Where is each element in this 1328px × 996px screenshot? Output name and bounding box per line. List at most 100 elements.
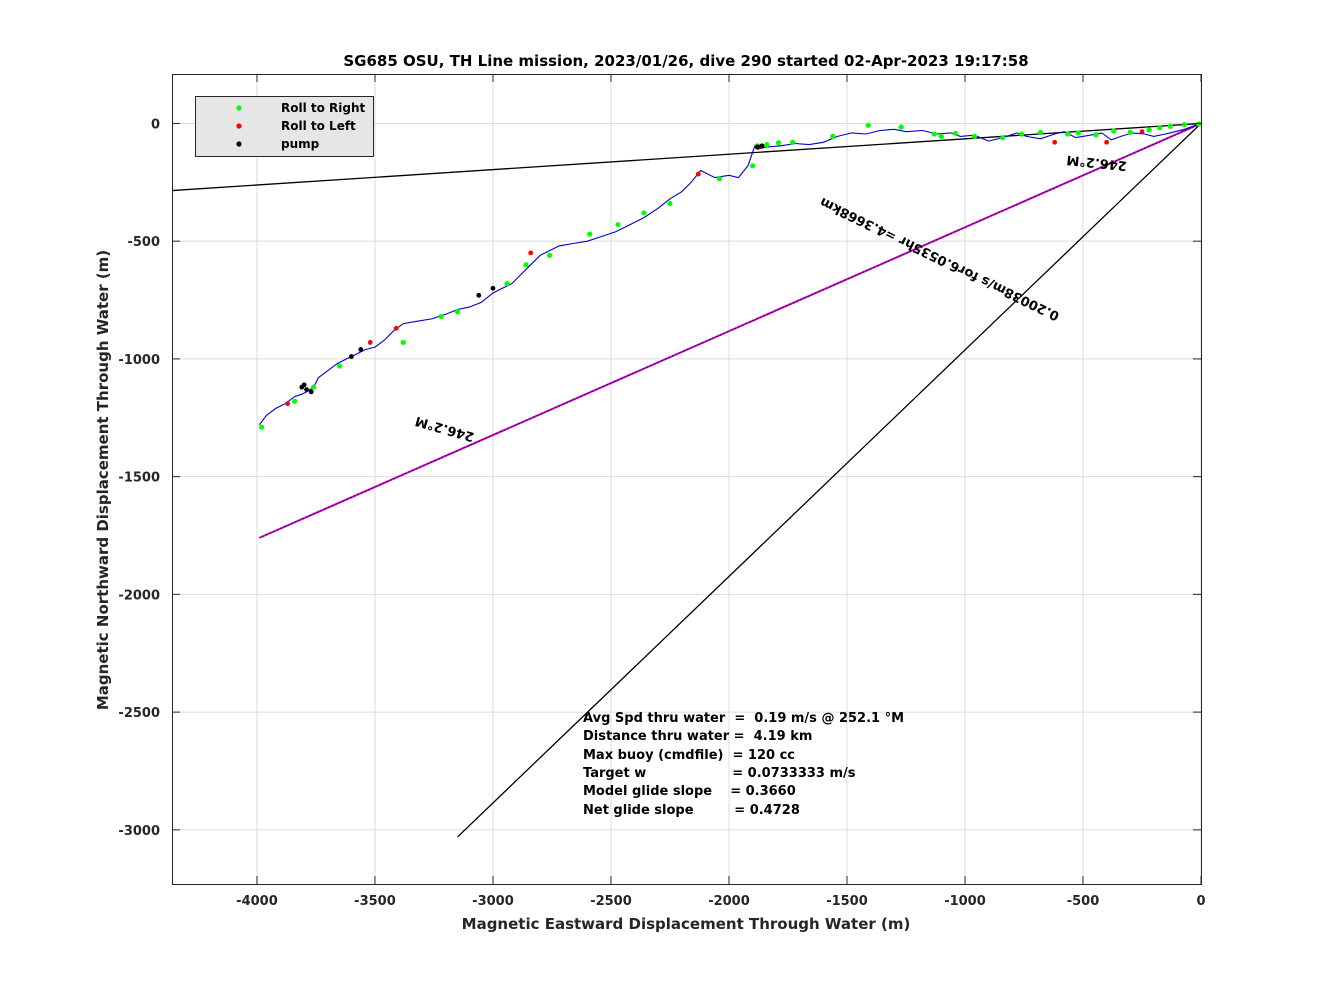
- roll-right-point: [400, 339, 406, 346]
- roll-left-point: [1104, 139, 1109, 145]
- grid: [172, 74, 1202, 884]
- plot-lines: [171, 122, 1202, 838]
- legend-marker-roll-left: [236, 123, 242, 129]
- roll-right-point: [1065, 131, 1071, 137]
- roll-right-point: [1157, 125, 1163, 131]
- legend-box: [195, 96, 374, 157]
- pump-point: [304, 387, 309, 392]
- roll-right-point: [615, 222, 621, 228]
- roll-right-point: [931, 131, 937, 137]
- roll-right-point: [830, 133, 836, 139]
- reference-line: [171, 122, 1202, 192]
- roll-left-point: [1052, 139, 1058, 145]
- roll-right-point: [587, 231, 593, 237]
- roll-right-point: [716, 176, 723, 182]
- stats-block: Avg Spd thru water = 0.19 m/s @ 252.1 °M…: [583, 711, 904, 818]
- roll-right-point: [865, 122, 871, 128]
- x-tick-label: -4000: [236, 894, 278, 909]
- roll-right-point: [1111, 128, 1117, 134]
- roll-right-point: [938, 133, 944, 139]
- stat-avg-speed: Avg Spd thru water = 0.19 m/s @ 252.1 °M: [583, 711, 904, 726]
- roll-right-point: [259, 424, 265, 430]
- roll-right-point: [454, 309, 461, 315]
- roll-right-point: [775, 140, 782, 146]
- roll-right-point: [504, 280, 510, 287]
- roll-right-point: [292, 398, 298, 404]
- roll-right-point: [1000, 134, 1006, 141]
- roll-right-point: [1075, 130, 1081, 136]
- roll-left-point: [1139, 129, 1145, 135]
- legend: Roll to Right Roll to Left pump: [195, 96, 374, 157]
- roll-right-point: [438, 313, 444, 320]
- legend-marker-pump: [236, 141, 242, 147]
- y-axis-ticks: 0 -500 -1000 -1500 -2000 -2500 -3000: [118, 117, 1201, 839]
- roll-right-point: [1037, 129, 1044, 135]
- roll-right-point: [790, 139, 796, 145]
- stat-net-glide-slope: Net glide slope = 0.4728: [583, 803, 800, 818]
- roll-right-point: [764, 142, 770, 148]
- roll-right-point: [336, 363, 343, 369]
- pump-point: [308, 389, 314, 395]
- x-tick-label: -2500: [590, 894, 632, 909]
- y-tick-label: -2500: [118, 706, 160, 721]
- annotation-label: 246.2°M: [414, 413, 476, 444]
- stat-model-glide-slope: Model glide slope = 0.3660: [583, 784, 796, 799]
- legend-marker-roll-right: [236, 105, 242, 111]
- pump-point: [476, 292, 482, 298]
- roll-left-point: [393, 325, 399, 331]
- pump-point: [490, 285, 496, 291]
- x-tick-label: -3500: [354, 894, 396, 909]
- course-line-overlay: [259, 123, 1202, 539]
- y-tick-label: -1500: [118, 471, 160, 486]
- stat-max-buoy: Max buoy (cmdfile) = 120 cc: [583, 748, 795, 763]
- roll-right-point: [749, 163, 756, 169]
- roll-left-point: [367, 340, 373, 345]
- roll-left-point: [285, 401, 291, 407]
- track-line: [258, 122, 1202, 426]
- y-tick-label: -2000: [118, 588, 160, 603]
- pump-point: [299, 384, 305, 390]
- y-tick-label: -1000: [118, 353, 160, 368]
- x-tick-label: -2000: [708, 894, 750, 909]
- plot-frame: [172, 74, 1202, 885]
- roll-right-point: [667, 200, 673, 207]
- roll-left-point: [528, 250, 534, 256]
- annotations: 246.2°M0.20038m/s for6.0535hr =4.3668km2…: [414, 152, 1128, 444]
- annotation-label: 246.2°M: [1066, 152, 1128, 173]
- y-tick-label: 0: [151, 117, 160, 132]
- roll-right-point: [1127, 129, 1133, 135]
- x-tick-label: -1500: [826, 894, 868, 909]
- stat-target-w: Target w = 0.0733333 m/s: [583, 766, 856, 781]
- roll-right-point: [971, 133, 978, 139]
- y-tick-label: -500: [127, 235, 160, 250]
- legend-label-roll-right: Roll to Right: [281, 101, 366, 115]
- annotation-label: 0.20038m/s for6.0535hr =4.3668km: [818, 194, 1062, 323]
- x-tick-label: 0: [1196, 894, 1205, 909]
- x-axis-label: Magnetic Eastward Displacement Through W…: [462, 915, 911, 933]
- roll-right-point: [1167, 123, 1173, 129]
- roll-right-point: [523, 262, 529, 268]
- roll-right-point: [1146, 127, 1152, 133]
- plot-points: [259, 121, 1202, 430]
- x-axis-ticks: -4000 -3500 -3000 -2500 -2000 -1500 -1000 -500 0: [236, 74, 1206, 909]
- legend-label-roll-left: Roll to Left: [281, 119, 356, 133]
- x-tick-label: -3000: [472, 894, 514, 909]
- pump-point: [759, 143, 765, 149]
- stat-distance: Distance thru water = 4.19 km: [583, 729, 812, 744]
- x-tick-label: -1000: [944, 894, 986, 909]
- x-tick-label: -500: [1067, 894, 1100, 909]
- y-axis-label: Magnetic Northward Displacement Through …: [94, 250, 112, 710]
- roll-right-point: [1181, 122, 1188, 128]
- pump-point: [754, 144, 760, 150]
- roll-right-point: [898, 124, 904, 130]
- pump-point: [358, 347, 364, 352]
- y-tick-label: -3000: [118, 824, 160, 839]
- roll-right-point: [1019, 131, 1025, 137]
- roll-right-point: [547, 252, 553, 258]
- roll-right-point: [311, 384, 317, 390]
- roll-right-point: [952, 130, 959, 136]
- pump-point: [348, 354, 354, 359]
- roll-left-point: [695, 171, 701, 177]
- roll-right-point: [641, 210, 647, 216]
